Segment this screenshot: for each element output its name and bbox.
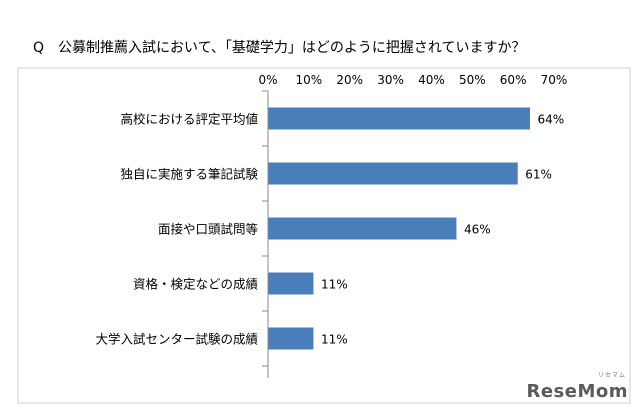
bar bbox=[268, 327, 314, 350]
x-tick-label: 10% bbox=[296, 73, 323, 87]
plot-area-frame bbox=[17, 67, 631, 404]
bar bbox=[268, 162, 518, 185]
watermark-subtext: リセマム bbox=[598, 372, 626, 379]
data-value-label: 64% bbox=[537, 113, 564, 127]
x-tick-label: 50% bbox=[459, 73, 486, 87]
category-labels: 高校における評定平均値独自に実施する筆記試験面接や口頭試問等資格・検定などの成績… bbox=[95, 90, 268, 367]
category-label: 独自に実施する筆記試験 bbox=[120, 167, 258, 182]
category-label: 高校における評定平均値 bbox=[120, 112, 258, 127]
category-label: 資格・検定などの成績 bbox=[133, 277, 258, 292]
category-label: 大学入試センター試験の成績 bbox=[95, 332, 258, 347]
category-label: 面接や口頭試問等 bbox=[158, 222, 258, 237]
x-tick-label: 30% bbox=[377, 73, 404, 87]
watermark-logo: ReseMom bbox=[526, 381, 628, 402]
bars bbox=[268, 107, 530, 350]
data-value-label: 61% bbox=[525, 168, 552, 182]
bar bbox=[268, 217, 457, 240]
watermark: ReseMom リセマム bbox=[526, 372, 628, 402]
data-value-label: 11% bbox=[321, 333, 348, 347]
chart-title: Q 公募制推薦入試において、「基礎学力」はどのように把握されていますか？ bbox=[33, 39, 525, 56]
bar bbox=[268, 107, 530, 130]
x-tick-label: 70% bbox=[541, 73, 568, 87]
x-axis-tick-labels: 0% 10% 20% 30% 40% 50% 60% 70% bbox=[258, 73, 567, 87]
data-value-label: 11% bbox=[321, 278, 348, 292]
x-tick-label: 20% bbox=[336, 73, 363, 87]
x-tick-label: 40% bbox=[418, 73, 445, 87]
x-tick-label: 60% bbox=[500, 73, 527, 87]
data-value-label: 46% bbox=[464, 223, 491, 237]
bar bbox=[268, 272, 314, 295]
x-tick-label: 0% bbox=[258, 73, 277, 87]
value-labels: 64% 61% 46% 11% 11% bbox=[321, 113, 564, 347]
